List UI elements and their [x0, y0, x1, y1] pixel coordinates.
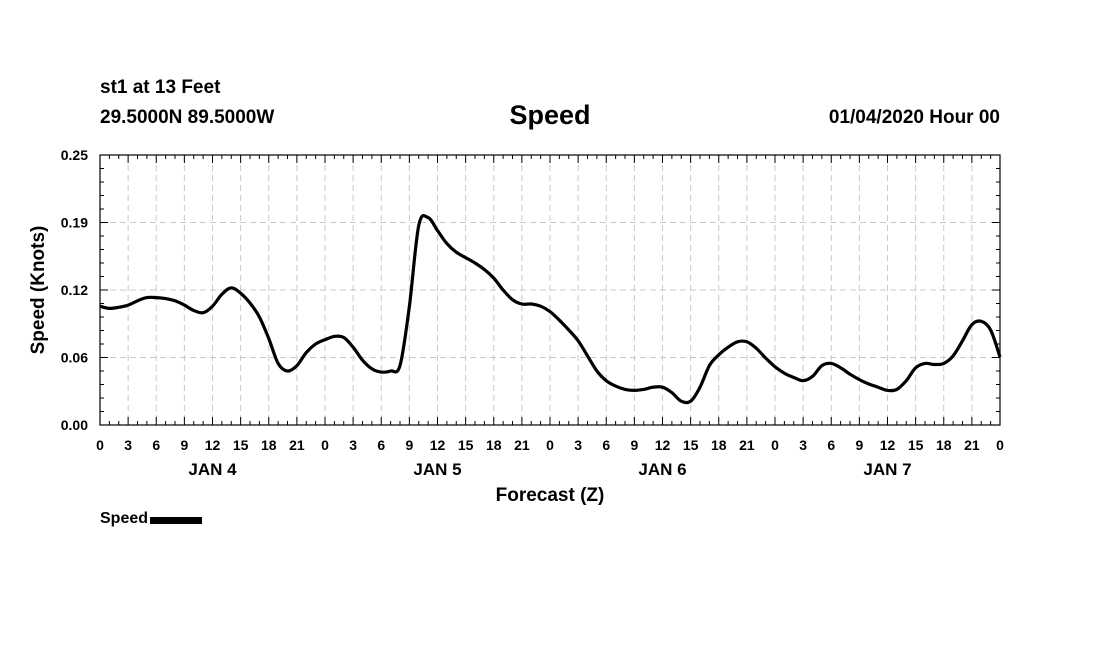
y-tick-label: 0.19 [61, 215, 88, 231]
x-tick-label: 12 [880, 437, 896, 453]
coordinates-label: 29.5000N 89.5000W [100, 107, 275, 128]
x-tick-label: 0 [996, 437, 1004, 453]
x-tick-label: 18 [711, 437, 727, 453]
tick-labels: 0 3 6 9 12 15 18 21 0 3 6 9 12 15 18 21 0 3 6 9 12 15 18 21 0 3 6 9… [61, 147, 1004, 479]
x-tick-label: 12 [655, 437, 671, 453]
y-axis-label: Speed (Knots) [28, 226, 49, 355]
x-tick-label: 21 [739, 437, 755, 453]
x-tick-label: 0 [546, 437, 554, 453]
x-tick-label: 9 [405, 437, 413, 453]
day-label: JAN 7 [863, 460, 911, 479]
x-tick-label: 12 [430, 437, 446, 453]
grid-lines [100, 155, 1000, 425]
chart-title: Speed [509, 100, 591, 130]
x-tick-label: 6 [602, 437, 610, 453]
x-tick-label: 15 [233, 437, 249, 453]
station-label: st1 at 13 Feet [100, 77, 221, 98]
legend: Speed [100, 510, 203, 528]
x-tick-label: 18 [261, 437, 277, 453]
day-label: JAN 4 [188, 460, 237, 479]
x-tick-label: 21 [514, 437, 530, 453]
y-tick-label: 0.25 [61, 147, 88, 163]
legend-line-swatch [150, 517, 203, 524]
x-tick-label: 0 [321, 437, 329, 453]
x-tick-label: 15 [908, 437, 924, 453]
x-tick-label: 9 [855, 437, 863, 453]
x-tick-label: 18 [486, 437, 502, 453]
x-tick-label: 15 [683, 437, 699, 453]
axis-ticks [99, 154, 1001, 426]
x-tick-label: 6 [827, 437, 835, 453]
y-tick-label: 0.06 [61, 350, 88, 366]
x-tick-label: 3 [349, 437, 357, 453]
x-axis-label: Forecast (Z) [496, 485, 605, 506]
forecast-datetime: 01/04/2020 Hour 00 [828, 107, 1000, 128]
x-tick-label: 9 [630, 437, 638, 453]
legend-label: Speed [100, 510, 149, 527]
y-tick-label: 0.12 [61, 282, 88, 298]
day-label: JAN 5 [413, 460, 461, 479]
x-tick-label: 21 [964, 437, 980, 453]
plot-frame [99, 154, 1001, 426]
x-tick-label: 3 [124, 437, 132, 453]
y-tick-label: 0.00 [61, 417, 88, 433]
x-tick-label: 15 [458, 437, 474, 453]
day-label: JAN 6 [638, 460, 686, 479]
x-tick-label: 0 [96, 437, 104, 453]
x-tick-label: 6 [377, 437, 385, 453]
x-tick-label: 18 [936, 437, 952, 453]
x-tick-label: 6 [152, 437, 160, 453]
x-tick-label: 21 [289, 437, 305, 453]
x-tick-label: 12 [205, 437, 221, 453]
speed-series-line [99, 213, 1002, 405]
x-tick-label: 3 [799, 437, 807, 453]
x-tick-label: 0 [771, 437, 779, 453]
x-tick-label: 3 [574, 437, 582, 453]
x-tick-label: 9 [180, 437, 188, 453]
